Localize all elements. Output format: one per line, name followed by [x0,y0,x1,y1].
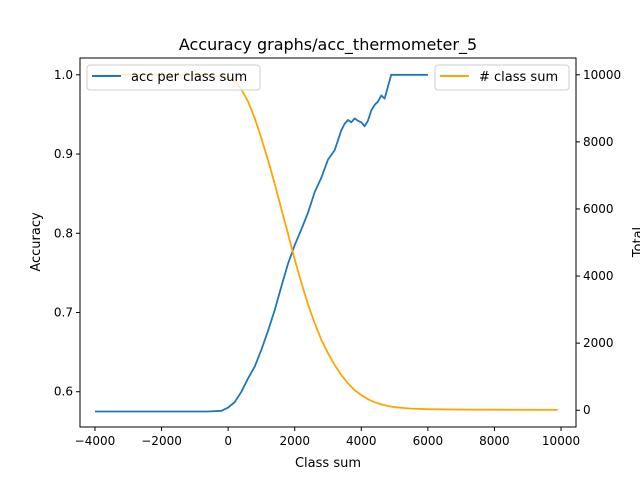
y-right-tick-label: 4000 [583,269,614,283]
series-lines [95,73,558,413]
plot-frame [79,57,577,428]
y-left-tick-label: 0.6 [54,385,73,399]
y-axis-right-label: Total [631,227,640,258]
series-line-0 [95,73,428,413]
y-axis-left: 0.6 0.7 0.8 0.9 1.0 [54,68,80,399]
y-left-tick-label: 1.0 [54,68,73,82]
y-left-tick-label: 0.7 [54,306,73,320]
y-left-tick-label: 0.8 [54,226,73,240]
x-tick-label: 2000 [279,434,310,448]
y-right-tick-label: 2000 [583,336,614,350]
y-axis-right: 0 2000 4000 6000 8000 10000 [576,68,621,417]
x-axis: −4000 −2000 0 2000 4000 6000 8000 10000 [75,427,580,448]
legend-acc-box [86,64,261,91]
x-tick-label: 0 [224,434,232,448]
x-tick-label: −4000 [75,434,116,448]
x-tick-label: 4000 [346,434,377,448]
y-right-tick-label: 10000 [583,68,621,82]
x-axis-label: Class sum [295,456,361,471]
series-line-1 [95,73,558,411]
legend-acc-label: acc per class sum [131,70,247,85]
x-tick-label: 6000 [413,434,444,448]
legend-count-label: # class sum [479,70,558,85]
legend-count-box [434,64,570,91]
x-tick-label: 10000 [542,434,580,448]
x-tick-label: 8000 [479,434,510,448]
chart-title: Accuracy graphs/acc_thermometer_5 [179,35,477,55]
y-right-tick-label: 6000 [583,202,614,216]
y-axis-left-label: Accuracy [29,212,44,272]
y-left-tick-label: 0.9 [54,147,73,161]
y-right-tick-label: 8000 [583,135,614,149]
x-tick-label: −2000 [141,434,182,448]
y-right-tick-label: 0 [583,403,591,417]
legend-acc: acc per class sum [86,64,261,91]
legend-count: # class sum [434,64,570,91]
